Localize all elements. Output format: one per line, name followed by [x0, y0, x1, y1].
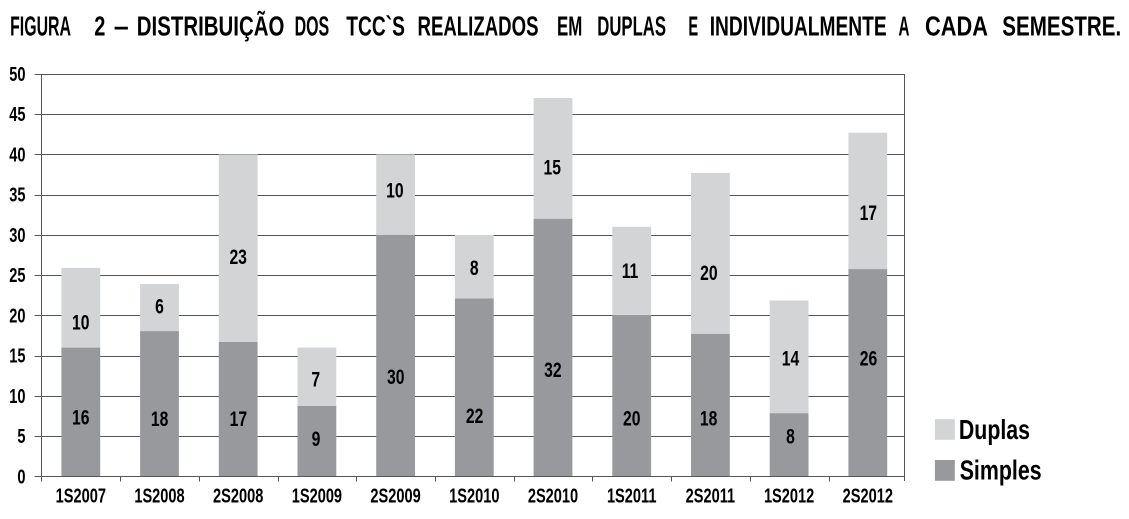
svg-text:30: 30 [9, 224, 25, 247]
svg-text:2S2010: 2S2010 [528, 484, 579, 507]
svg-text:TCC`S: TCC`S [346, 11, 405, 42]
svg-text:18: 18 [151, 407, 168, 431]
svg-text:18: 18 [700, 406, 717, 430]
svg-text:32: 32 [544, 358, 561, 382]
svg-text:6: 6 [155, 294, 164, 318]
svg-text:2S2011: 2S2011 [686, 484, 736, 507]
svg-text:10: 10 [9, 385, 25, 408]
svg-text:CADA: CADA [925, 11, 988, 42]
svg-text:11: 11 [622, 258, 639, 282]
svg-text:20: 20 [700, 261, 717, 285]
svg-text:2S2009: 2S2009 [370, 484, 421, 507]
svg-text:14: 14 [782, 346, 800, 370]
svg-text:8: 8 [470, 256, 479, 280]
svg-text:1S2011: 1S2011 [607, 484, 657, 507]
svg-text:2S2008: 2S2008 [213, 484, 264, 507]
svg-text:E: E [688, 11, 698, 42]
svg-text:2: 2 [94, 11, 105, 42]
svg-text:9: 9 [312, 427, 321, 451]
svg-text:26: 26 [860, 346, 877, 370]
svg-text:35: 35 [9, 183, 25, 206]
svg-text:DISTRIBUIÇÃO: DISTRIBUIÇÃO [137, 11, 285, 42]
svg-text:10: 10 [386, 178, 403, 202]
svg-text:25: 25 [9, 264, 25, 287]
svg-text:16: 16 [72, 405, 89, 429]
svg-text:A: A [899, 11, 910, 42]
svg-text:INDIVIDUALMENTE: INDIVIDUALMENTE [710, 11, 887, 42]
svg-text:20: 20 [623, 406, 640, 430]
svg-text:50: 50 [9, 63, 25, 86]
svg-text:1S2010: 1S2010 [449, 484, 500, 507]
svg-text:FIGURA: FIGURA [10, 11, 71, 42]
svg-text:SEMESTRE.: SEMESTRE. [1002, 11, 1121, 42]
svg-text:17: 17 [230, 407, 247, 431]
svg-text:1S2008: 1S2008 [134, 484, 185, 507]
svg-text:EM: EM [557, 11, 582, 42]
svg-text:15: 15 [9, 344, 25, 367]
svg-text:22: 22 [466, 404, 483, 428]
svg-text:REALIZADOS: REALIZADOS [418, 11, 539, 42]
svg-text:DOS: DOS [295, 11, 330, 42]
svg-text:10: 10 [72, 310, 89, 334]
svg-text:5: 5 [17, 425, 25, 448]
svg-text:Duplas: Duplas [959, 414, 1030, 445]
svg-text:23: 23 [229, 245, 246, 269]
svg-text:1S2012: 1S2012 [764, 484, 815, 507]
svg-text:40: 40 [9, 143, 25, 166]
svg-text:7: 7 [311, 367, 320, 391]
svg-text:0: 0 [17, 465, 25, 488]
svg-text:45: 45 [9, 103, 25, 126]
svg-text:17: 17 [860, 201, 877, 225]
svg-text:1S2007: 1S2007 [56, 484, 106, 507]
svg-text:30: 30 [387, 365, 404, 389]
svg-text:DUPLAS: DUPLAS [597, 11, 666, 42]
svg-text:8: 8 [786, 424, 795, 448]
svg-text:1S2009: 1S2009 [292, 484, 343, 507]
svg-text:2S2012: 2S2012 [843, 484, 894, 507]
svg-text:20: 20 [9, 304, 25, 327]
svg-text:–: – [114, 11, 129, 42]
svg-text:Simples: Simples [960, 455, 1042, 486]
svg-text:15: 15 [543, 155, 560, 179]
